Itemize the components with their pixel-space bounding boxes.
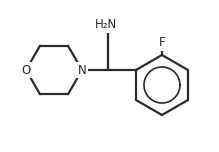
Text: N: N [78, 64, 86, 76]
Text: F: F [159, 36, 165, 50]
Text: O: O [21, 64, 31, 76]
Text: H₂N: H₂N [95, 19, 117, 31]
